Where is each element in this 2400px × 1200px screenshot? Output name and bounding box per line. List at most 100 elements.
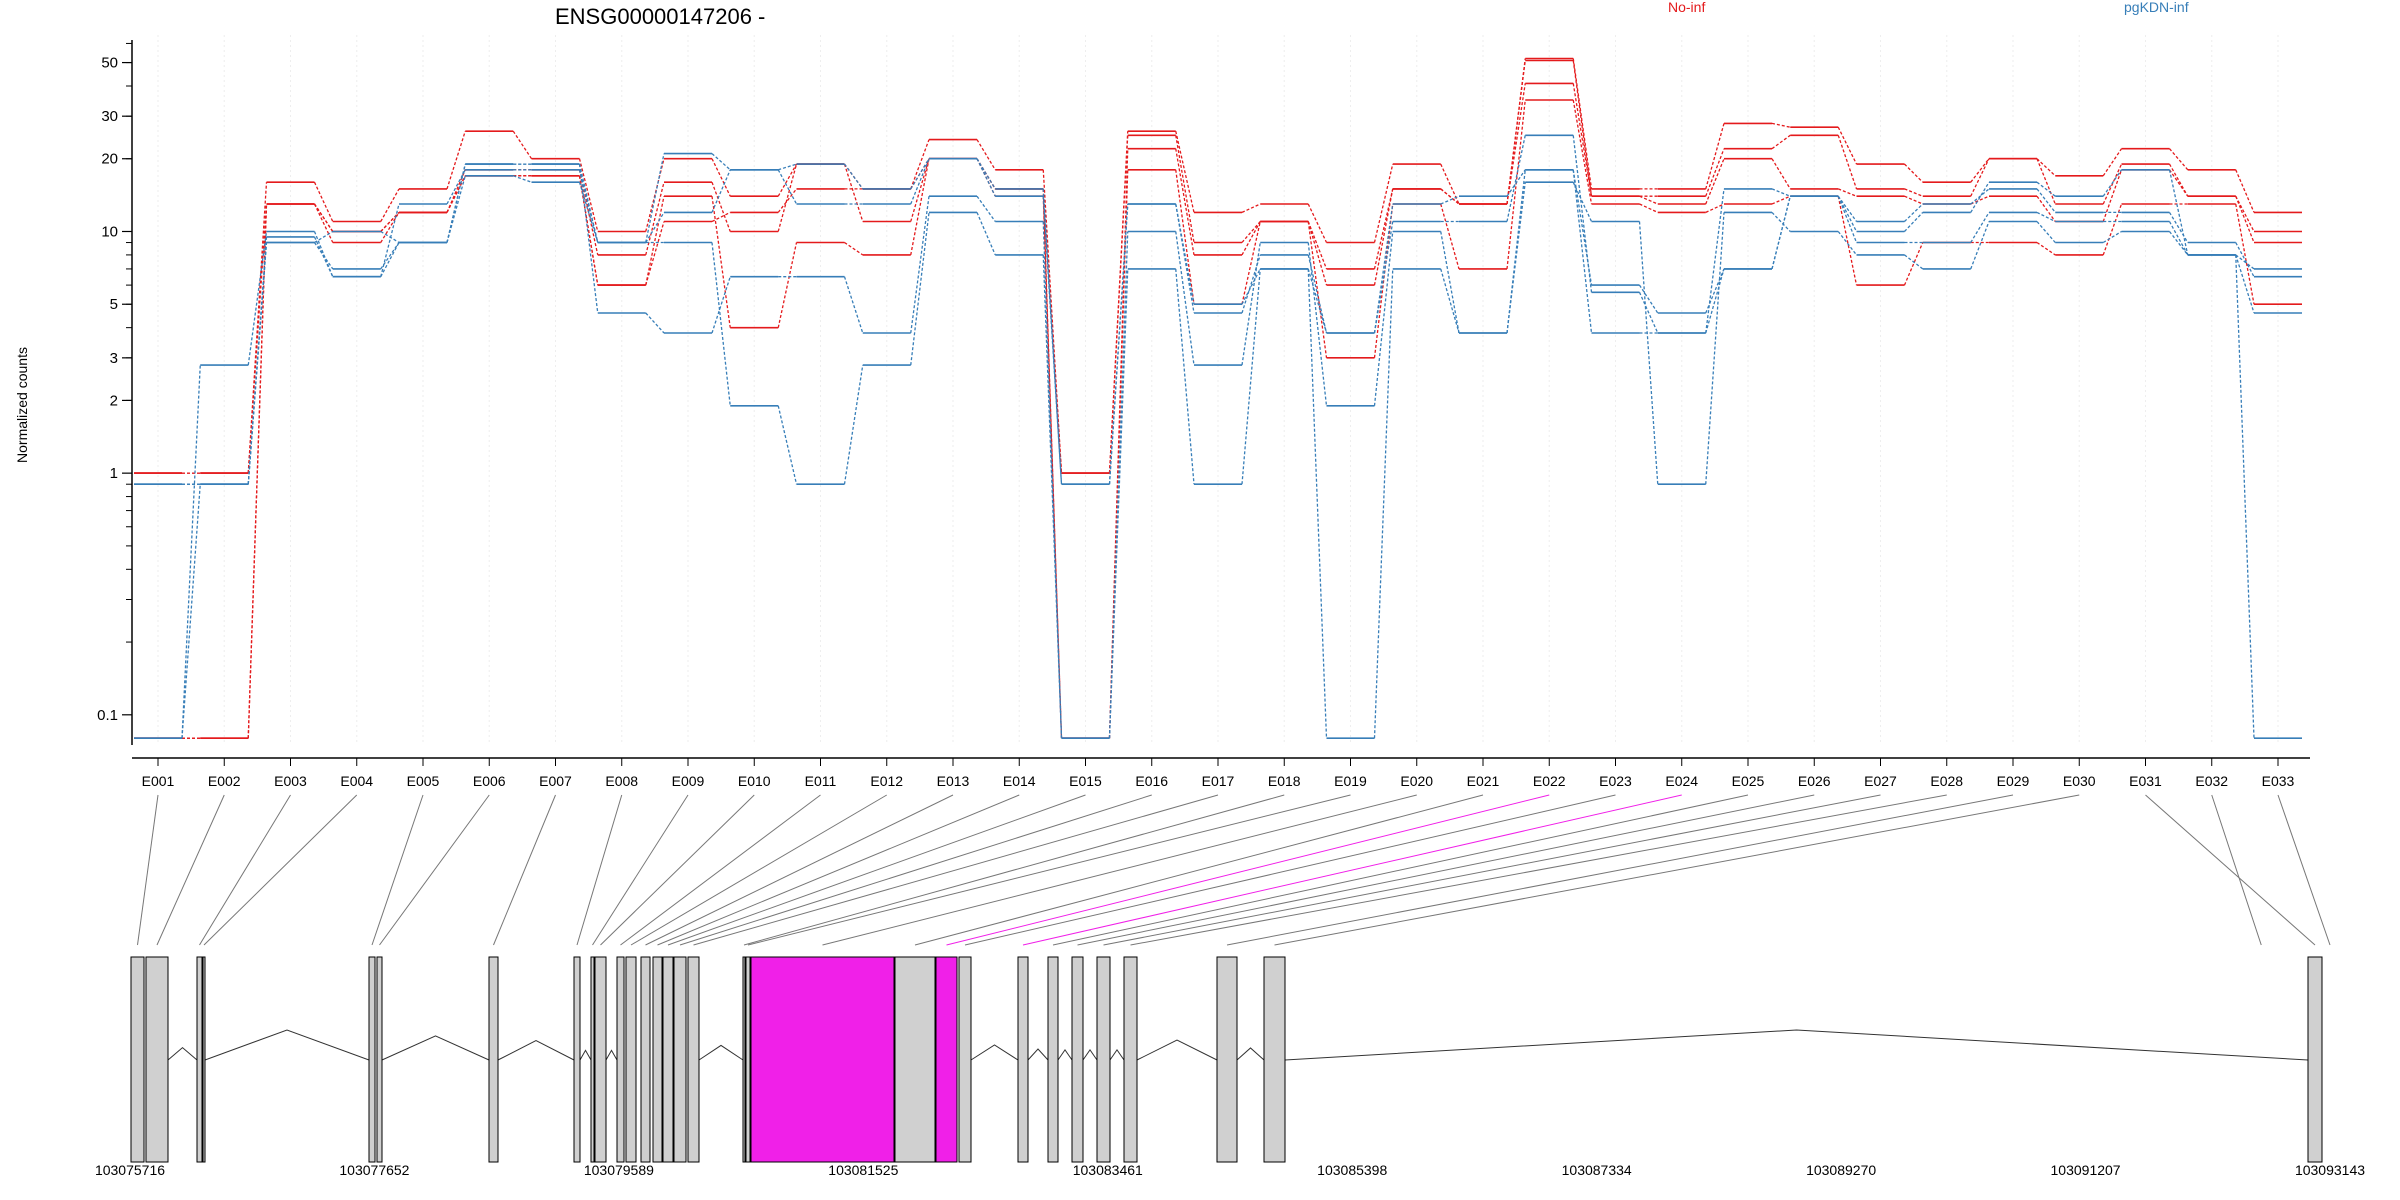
series-connector-8 bbox=[181, 163, 2255, 739]
connector-e003 bbox=[199, 794, 291, 946]
connector-e016 bbox=[679, 794, 1152, 946]
x-tick-label-e010: E010 bbox=[738, 773, 771, 789]
series-connector-6 bbox=[182, 135, 2255, 485]
grid-lines bbox=[157, 35, 2279, 745]
connector-e025 bbox=[1052, 794, 1749, 946]
x-tick-label-e029: E029 bbox=[1997, 773, 2030, 789]
exon-box bbox=[196, 956, 203, 1163]
exon-box bbox=[742, 956, 746, 1163]
exon-box bbox=[894, 956, 936, 1163]
exon-box bbox=[1216, 956, 1238, 1163]
connector-e019 bbox=[747, 794, 1351, 946]
exon-box bbox=[1123, 956, 1138, 1163]
y-tick-label: 30 bbox=[101, 108, 118, 125]
genomic-coordinate-label: 103083461 bbox=[1073, 1162, 1143, 1178]
exon-box bbox=[488, 956, 499, 1163]
x-tick-label-e032: E032 bbox=[2195, 773, 2228, 789]
exon-box bbox=[958, 956, 972, 1163]
connector-e013 bbox=[645, 794, 954, 946]
exon-box bbox=[935, 956, 958, 1163]
connector-e020 bbox=[822, 794, 1417, 946]
intron-line bbox=[605, 1049, 618, 1061]
connector-e010 bbox=[600, 794, 755, 946]
intron-line bbox=[1027, 1048, 1049, 1061]
x-tick-label-e019: E019 bbox=[1334, 773, 1367, 789]
x-tick-label-e005: E005 bbox=[407, 773, 440, 789]
exon-box bbox=[750, 956, 895, 1163]
x-tick-label-e011: E011 bbox=[805, 773, 837, 789]
exon-connectors bbox=[137, 794, 2331, 946]
genomic-coordinate-label: 103091207 bbox=[2051, 1162, 2121, 1178]
connector-e017 bbox=[693, 794, 1219, 946]
exon-box bbox=[594, 956, 607, 1163]
x-tick-label-e015: E015 bbox=[1069, 773, 1102, 789]
connector-e006 bbox=[379, 794, 490, 946]
x-tick-label-e030: E030 bbox=[2063, 773, 2096, 789]
connector-e012 bbox=[630, 794, 888, 946]
y-tick-label: 1 bbox=[110, 465, 118, 482]
genomic-coordinate-label: 103079589 bbox=[584, 1162, 654, 1178]
genomic-coordinate-label: 103081525 bbox=[828, 1162, 898, 1178]
connector-e027 bbox=[1103, 794, 1881, 946]
x-tick-label-e009: E009 bbox=[672, 773, 705, 789]
x-tick-label-e028: E028 bbox=[1930, 773, 1963, 789]
connector-e011 bbox=[620, 794, 821, 946]
y-tick-label: 0.1 bbox=[97, 707, 118, 724]
connector-e028 bbox=[1130, 794, 1947, 946]
intron-line bbox=[167, 1046, 198, 1061]
x-tick-label-e003: E003 bbox=[274, 773, 307, 789]
connector-e022 bbox=[946, 794, 1550, 946]
connector-e008 bbox=[576, 794, 623, 946]
x-tick-label-e020: E020 bbox=[1400, 773, 1433, 789]
connector-e032 bbox=[2211, 794, 2262, 946]
x-tick-label-e023: E023 bbox=[1599, 773, 1632, 789]
connector-e031 bbox=[2145, 794, 2316, 946]
x-tick-label-e013: E013 bbox=[937, 773, 970, 789]
intron-line bbox=[497, 1040, 575, 1061]
connector-e030 bbox=[1274, 794, 2080, 946]
genomic-coordinate-label: 103085398 bbox=[1317, 1162, 1387, 1178]
connector-e007 bbox=[493, 794, 556, 946]
series-connector-7 bbox=[181, 163, 2255, 739]
x-tick-label-e007: E007 bbox=[539, 773, 572, 789]
connector-e024 bbox=[1022, 794, 1682, 946]
y-tick-label: 5 bbox=[110, 296, 118, 313]
connector-e021 bbox=[914, 794, 1484, 946]
x-tick-label-e016: E016 bbox=[1135, 773, 1168, 789]
x-tick-label-e004: E004 bbox=[340, 773, 373, 789]
exon-box bbox=[590, 956, 595, 1163]
exon-box bbox=[673, 956, 687, 1163]
connector-e002 bbox=[156, 794, 225, 946]
intron-line bbox=[698, 1044, 744, 1061]
x-tick-label-e008: E008 bbox=[605, 773, 638, 789]
exon-box bbox=[145, 956, 169, 1163]
connector-e004 bbox=[203, 794, 358, 946]
legend-pgkdn-inf: pgKDN-inf bbox=[2124, 0, 2189, 15]
genomic-coordinate-label: 103075716 bbox=[95, 1162, 165, 1178]
x-tick-label-e031: E031 bbox=[2129, 773, 2162, 789]
exon-box bbox=[640, 956, 651, 1163]
exon-box bbox=[1096, 956, 1111, 1163]
axes: 0.1 1 2 3 5 10 20 30 50 E001 E002 E003 E004 E005 E006 E… bbox=[97, 40, 2310, 789]
connector-e015 bbox=[667, 794, 1086, 946]
intron-line bbox=[1136, 1039, 1218, 1061]
gene-model: 103075716 103077652 103079589 103081525 1030… bbox=[95, 956, 2365, 1178]
genomic-coordinate-label: 103077652 bbox=[339, 1162, 409, 1178]
connector-e033 bbox=[2277, 794, 2331, 946]
exon-box bbox=[687, 956, 700, 1163]
y-tick-label: 2 bbox=[110, 392, 118, 409]
exon-box bbox=[368, 956, 376, 1163]
y-tick-label: 10 bbox=[101, 223, 118, 240]
y-tick-label: 50 bbox=[101, 55, 118, 72]
x-tick-label-e024: E024 bbox=[1665, 773, 1698, 789]
legend-no-inf: No-inf bbox=[1668, 0, 1705, 15]
x-tick-label-e006: E006 bbox=[473, 773, 506, 789]
connector-e009 bbox=[592, 794, 689, 946]
x-tick-label-e033: E033 bbox=[2262, 773, 2295, 789]
genomic-coordinate-label: 103093143 bbox=[2295, 1162, 2365, 1178]
exon-box bbox=[1071, 956, 1084, 1163]
connector-e023 bbox=[964, 794, 1616, 946]
exon-box bbox=[1263, 956, 1286, 1163]
intron-line bbox=[579, 1049, 592, 1061]
